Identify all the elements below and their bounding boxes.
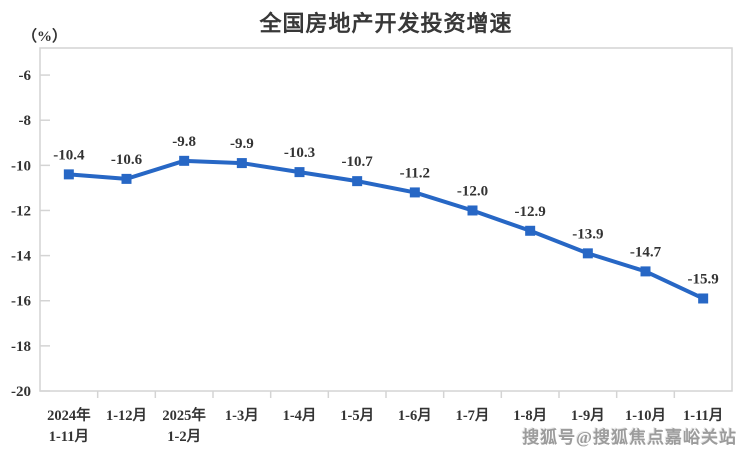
data-point-marker (582, 248, 593, 259)
x-tick-label: 1-4月 (283, 407, 317, 424)
data-point-label: -10.4 (53, 147, 85, 163)
y-tick-label: -6 (19, 68, 32, 84)
x-tick-label: 1-3月 (225, 407, 259, 424)
data-point-label: -14.7 (630, 244, 662, 260)
y-tick-label: -8 (19, 113, 32, 129)
data-point-marker (640, 266, 651, 277)
data-point-marker (698, 293, 709, 304)
x-tick-label: 1-12月 (106, 407, 147, 424)
data-point-marker (409, 187, 420, 198)
data-point-label: -10.3 (284, 145, 315, 161)
y-tick-label: -10 (11, 158, 31, 174)
y-tick-label: -14 (11, 249, 31, 265)
x-tick-label: 1-8月 (513, 407, 547, 424)
data-point-marker (467, 205, 478, 216)
data-point-label: -13.9 (572, 226, 603, 242)
data-point-label: -12.0 (457, 183, 488, 199)
x-tick-label: 1-2月 (167, 428, 201, 445)
data-point-marker (352, 176, 363, 187)
data-point-label: -11.2 (400, 165, 430, 181)
y-tick-label: -12 (11, 203, 31, 219)
data-point-label: -9.8 (172, 134, 196, 150)
y-tick-label: -16 (11, 294, 31, 310)
data-point-marker (179, 155, 190, 166)
data-point-label: -15.9 (688, 271, 719, 287)
x-tick-label: 1-5月 (340, 407, 374, 424)
plot-border (39, 47, 733, 392)
data-point-marker (294, 167, 305, 178)
x-tick-label: 2025年 (162, 406, 206, 424)
data-point-marker (525, 225, 536, 236)
x-tick-label: 1-11月 (683, 407, 723, 424)
data-point-label: -9.9 (230, 136, 254, 152)
x-tick-label: 1-6月 (398, 407, 432, 424)
data-point-label: -10.6 (111, 152, 143, 168)
x-tick-label: 1-7月 (456, 407, 490, 424)
x-tick-label: 1-10月 (625, 407, 666, 424)
x-tick-label: 1-11月 (49, 428, 89, 445)
data-point-label: -12.9 (515, 204, 546, 220)
chart-title: 全国房地产开发投资增速 (259, 11, 513, 36)
x-tick-label: 1-9月 (571, 407, 605, 424)
data-line (66, 158, 706, 301)
x-tick-label: 2024年 (47, 406, 91, 424)
y-axis-unit-label: （%） (22, 29, 68, 45)
data-point-marker (236, 158, 247, 169)
y-tick-label: -18 (11, 339, 31, 355)
watermark-text: 搜狐号@搜狐焦点嘉峪关站 (522, 428, 737, 447)
y-tick-label: -20 (11, 384, 31, 400)
data-point-marker (121, 173, 132, 184)
data-point-marker (63, 169, 74, 180)
data-point-label: -10.7 (342, 154, 374, 170)
